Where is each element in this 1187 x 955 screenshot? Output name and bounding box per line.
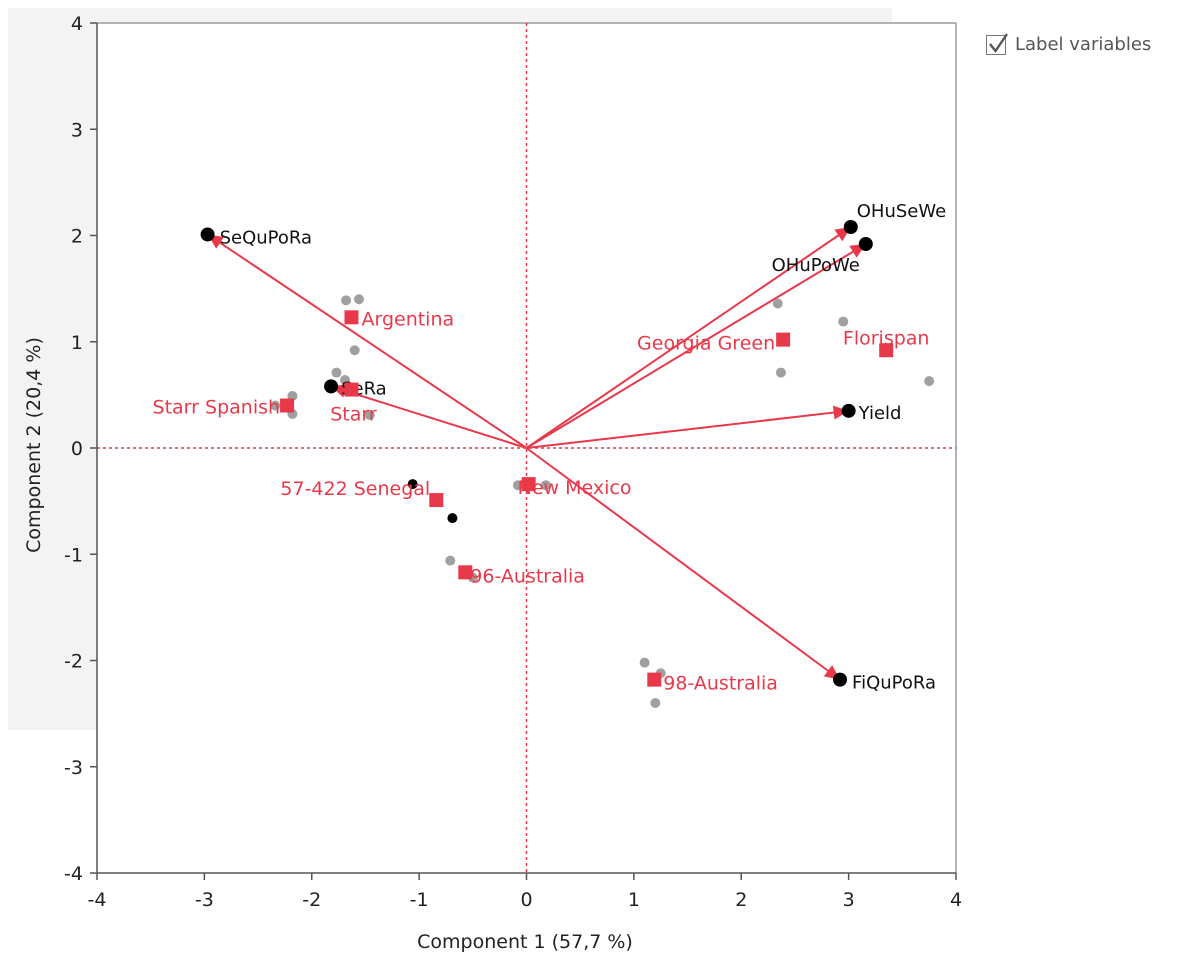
observation-point — [639, 657, 650, 668]
group-marker — [344, 310, 359, 325]
observation-point — [349, 345, 360, 356]
variable-label: OHuSeWe — [857, 201, 946, 222]
x-tick-label: -3 — [195, 889, 214, 911]
x-tick-label: -2 — [302, 889, 321, 911]
observation-point-black — [447, 513, 458, 524]
variable-point — [843, 220, 858, 234]
loading-vector — [525, 226, 852, 449]
group-marker — [521, 477, 536, 492]
x-tick-label: -1 — [410, 889, 429, 911]
observation-point — [331, 367, 342, 378]
group-marker — [458, 565, 473, 580]
y-tick-label: -3 — [64, 757, 83, 779]
x-axis-title: Component 1 (57,7 %) — [417, 931, 633, 953]
loading-arrowhead — [832, 405, 849, 420]
group-marker — [776, 332, 791, 347]
y-tick-label: 4 — [71, 13, 83, 35]
y-tick-label: 2 — [71, 226, 83, 248]
observation-point — [270, 400, 281, 411]
y-tick-label: 3 — [71, 119, 83, 141]
label-variables-label: Label variables — [1015, 34, 1152, 55]
group-marker — [647, 672, 662, 687]
variable-point — [833, 672, 848, 687]
observation-point — [340, 375, 351, 385]
variable-label: FiQuPoRa — [852, 673, 936, 694]
observation-point — [838, 316, 849, 327]
group-label: Georgia Green — [637, 333, 775, 355]
variable-point — [324, 379, 339, 394]
group-label: Argentina — [361, 308, 454, 330]
variable-point — [858, 237, 873, 251]
x-tick-label: 1 — [628, 889, 640, 911]
group-label: 57-422 Senegal — [280, 478, 430, 500]
y-tick-label: -2 — [64, 651, 83, 673]
group-label: Florispan — [843, 327, 930, 349]
loading-vector — [526, 409, 849, 449]
x-tick-label: 3 — [843, 889, 855, 911]
variable-point — [200, 227, 215, 242]
group-marker — [879, 343, 894, 358]
checkmark-icon — [989, 32, 1008, 53]
group-label: New Mexico — [518, 477, 632, 499]
y-tick-label: 1 — [71, 332, 83, 354]
x-tick-label: -4 — [88, 889, 107, 911]
loading-vector — [525, 243, 867, 449]
observation-point — [341, 295, 352, 306]
group-marker — [344, 382, 359, 397]
loading-vector — [330, 385, 527, 449]
y-tick-label: 0 — [71, 438, 83, 460]
observation-point — [775, 367, 786, 378]
group-label: 96-Australia — [470, 565, 585, 587]
loading-vector — [207, 233, 528, 449]
y-tick-label: -1 — [64, 544, 83, 566]
observation-point — [512, 480, 523, 491]
label-variables-checkbox[interactable] — [986, 32, 1008, 55]
variable-label: OHuPoWe — [772, 255, 860, 276]
variable-label: SeQuPoRa — [220, 227, 312, 248]
variable-label: Yield — [858, 403, 902, 424]
biplot-chart: -4 -3 -2 -1 0 1 2 3 4 4 3 2 1 0 -1 -2 -3 -4 SeQuPoRa OHuSe… — [8, 8, 962, 953]
observation-point — [650, 698, 661, 708]
group-label: Starr — [330, 404, 377, 426]
observation-point — [772, 298, 783, 309]
label-variables-toggle[interactable]: Label variables — [986, 32, 1152, 55]
x-tick-label: 2 — [735, 889, 747, 911]
observation-point-black — [407, 479, 418, 490]
observation-point — [364, 410, 375, 421]
group-label: Starr Spanish — [153, 397, 281, 419]
x-tick-label: 0 — [520, 889, 532, 911]
observation-point — [287, 390, 298, 401]
observation-point — [445, 555, 456, 566]
observation-point — [540, 480, 551, 491]
group-marker — [280, 398, 295, 413]
y-axis-title: Component 2 (20,4 %) — [23, 337, 45, 553]
group-marker — [429, 493, 444, 508]
group-label: 98-Australia — [663, 673, 778, 695]
y-tick-label: -4 — [64, 863, 83, 885]
variable-point — [841, 403, 856, 418]
x-tick-label: 4 — [950, 889, 962, 911]
observation-point — [353, 294, 364, 305]
observation-point — [924, 376, 935, 387]
loading-vector — [525, 447, 841, 681]
